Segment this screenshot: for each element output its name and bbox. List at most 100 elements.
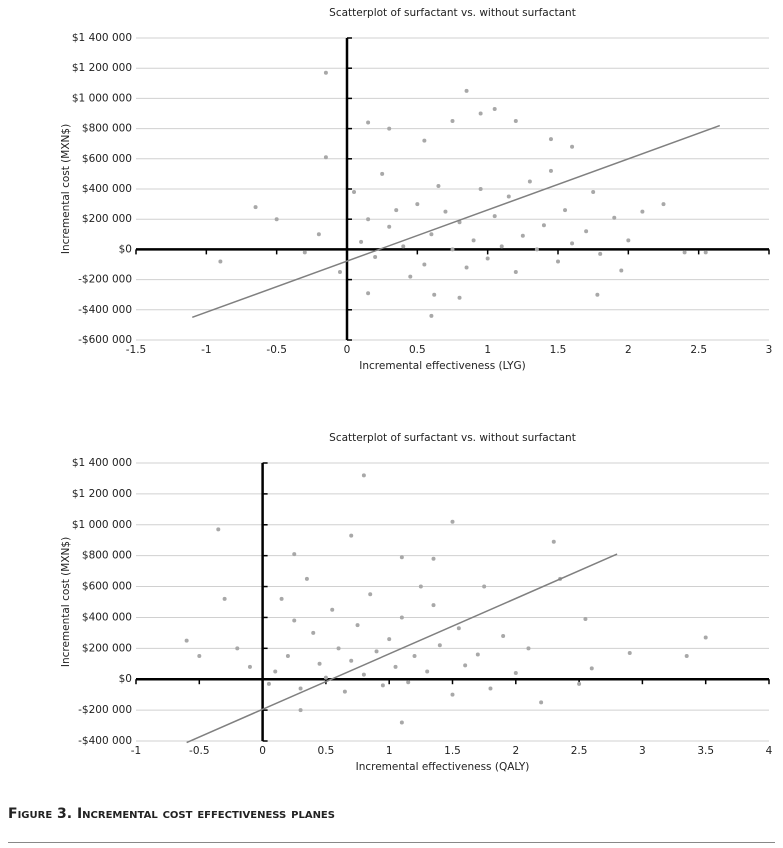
point [368,592,373,597]
y-tick-label: $600 000 [82,581,132,593]
point [626,238,631,243]
point [373,254,378,259]
point [366,120,371,125]
point [551,539,556,544]
point [429,232,434,237]
y-tick-label: -$400 000 [78,735,132,747]
point [482,584,487,589]
point [612,215,617,220]
point [399,555,404,560]
chart-title: Scatterplot of surfactant vs. without su… [329,7,576,19]
x-tick-label: 4 [766,745,773,757]
point [380,171,385,176]
x-axis-label: Incremental effectiveness (QALY) [356,761,530,773]
point [323,155,328,160]
x-axis-label: Incremental effectiveness (LYG) [359,360,525,372]
y-tick-label: -$600 000 [78,334,132,346]
point [513,119,518,124]
point [266,681,271,686]
point [443,209,448,214]
point [380,683,385,688]
y-tick-label: -$200 000 [78,274,132,286]
point [682,250,687,255]
point [304,576,309,581]
point [422,262,427,267]
caption: Figure 3. Incremental cost effectiveness… [8,806,335,822]
point [273,669,278,674]
point [548,168,553,173]
y-tick-label: $1 000 000 [72,519,132,531]
point [337,270,342,275]
point [415,202,420,207]
point [432,292,437,297]
point [317,661,322,666]
point [684,654,689,659]
point [418,584,423,589]
point [302,250,307,255]
point [342,689,347,694]
point [563,208,568,213]
y-tick-label: $200 000 [82,642,132,654]
point [366,291,371,296]
point [401,244,406,249]
point [399,615,404,620]
y-axis-label: Incremental cost (MXN$) [60,124,72,254]
point [570,241,575,246]
y-tick-label: $400 000 [82,183,132,195]
point [640,209,645,214]
point [471,238,476,243]
x-tick-label: 0.5 [409,344,426,356]
x-tick-label: 2 [625,344,632,356]
point [431,603,436,608]
point [399,720,404,725]
point [387,224,392,229]
point [425,669,430,674]
point [387,126,392,131]
x-tick-label: -1 [131,745,141,757]
point [216,527,221,532]
y-tick-label: $1 000 000 [72,92,132,104]
x-tick-label: -0.5 [266,344,287,356]
point [595,292,600,297]
chart-title: Scatterplot of surfactant vs. without su… [329,432,576,444]
point [429,313,434,318]
point [247,664,252,669]
point [394,208,399,213]
point [361,672,366,677]
point [253,205,258,210]
point [323,675,328,680]
point [450,119,455,124]
point [412,654,417,659]
point [492,214,497,219]
point [450,692,455,697]
point [556,259,560,264]
point [349,533,354,538]
point [627,650,632,655]
x-tick-label: -1.5 [126,344,147,356]
charts: Scatterplot of surfactant vs. without su… [60,7,773,773]
point [184,638,189,643]
y-tick-label: $1 400 000 [72,457,132,469]
point [456,626,461,631]
point [359,239,364,244]
point [513,270,518,275]
point [541,223,546,228]
point [274,217,279,222]
point [584,229,589,234]
point [464,88,469,93]
point [336,646,341,651]
x-tick-label: 3 [766,344,773,356]
point [619,268,624,273]
x-tick-label: -0.5 [189,745,210,757]
y-tick-label: -$400 000 [78,304,132,316]
y-tick-label: $1 200 000 [72,488,132,500]
x-tick-label: 2 [512,745,519,757]
point [393,664,398,669]
x-tick-label: 1 [484,344,491,356]
y-tick-label: $800 000 [82,550,132,562]
point [352,190,357,195]
reference-line [186,553,618,744]
point [279,596,284,601]
y-tick-label: $1 200 000 [72,62,132,74]
